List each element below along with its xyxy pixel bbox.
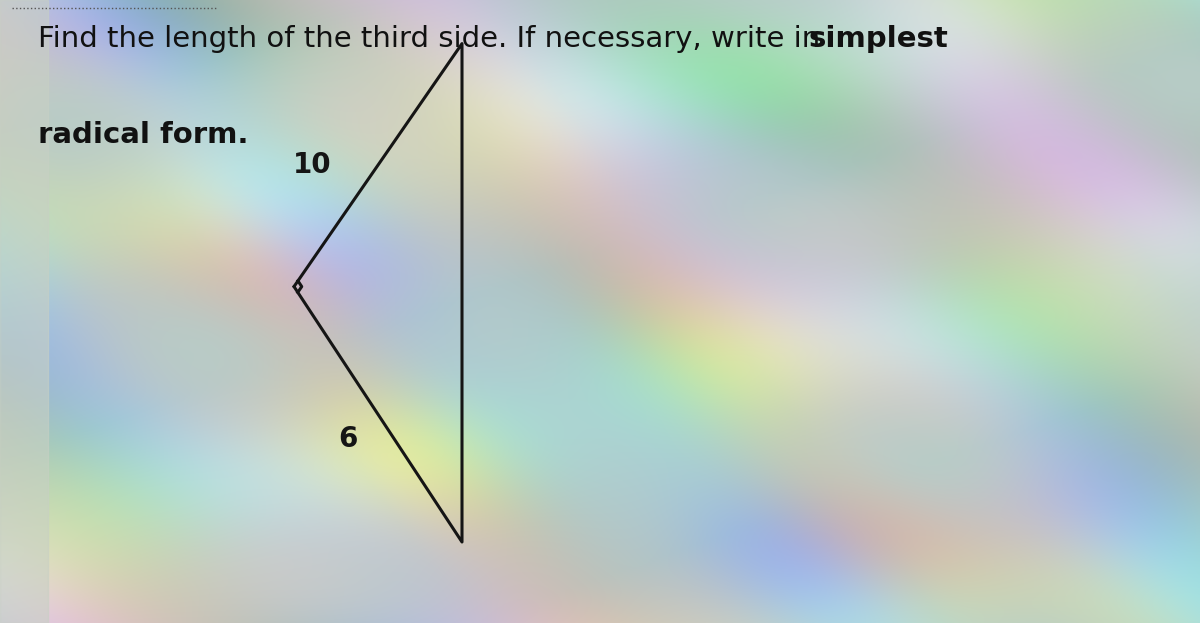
Text: radical form.: radical form. bbox=[38, 121, 248, 150]
Text: simplest: simplest bbox=[809, 25, 948, 53]
Text: 10: 10 bbox=[293, 151, 331, 179]
Bar bbox=[0, 0, 48, 623]
Text: 6: 6 bbox=[338, 426, 358, 453]
Text: Find the length of the third side. If necessary, write in: Find the length of the third side. If ne… bbox=[38, 25, 830, 53]
